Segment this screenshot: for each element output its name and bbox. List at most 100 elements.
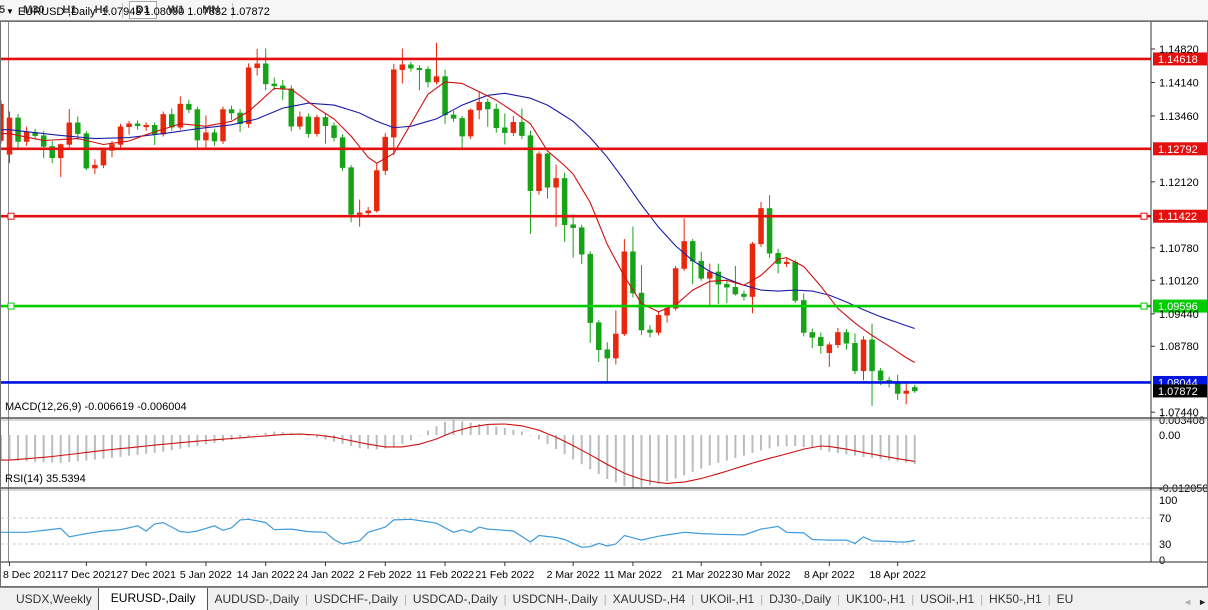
rsi-pane: 100 70 30 0 xyxy=(1,495,1177,567)
y-axis-label: 1.08780 xyxy=(1159,341,1199,353)
chart-tab-xauusd-h4[interactable]: XAUUSD-,H4 xyxy=(612,592,686,606)
line-handle[interactable] xyxy=(7,212,15,220)
chart-tab-usdcad-daily[interactable]: USDCAD-,Daily xyxy=(412,592,498,606)
candle-body xyxy=(373,170,380,212)
ma-slow-line xyxy=(1,92,915,330)
rsi-scale-label: 30 xyxy=(1159,539,1171,551)
price-line-label-box xyxy=(1153,299,1207,313)
price-chart-canvas[interactable]: 1.146181.127921.114221.095961.080441.078… xyxy=(1,22,1207,586)
candle-body xyxy=(416,67,423,71)
candle-body xyxy=(262,63,269,85)
candle-body xyxy=(391,69,397,138)
line-handle[interactable] xyxy=(1140,302,1148,310)
chart-tab-usdcnh-daily[interactable]: USDCNH-,Daily xyxy=(512,592,598,606)
toolbar-separator xyxy=(232,2,234,18)
macd-name: MACD(12,26,9) xyxy=(5,401,82,413)
candle-body xyxy=(852,343,858,372)
x-axis-label: 14 Jan 2022 xyxy=(237,569,295,581)
candle-body xyxy=(630,251,636,294)
chart-tab-usoil-h1[interactable]: USOil-,H1 xyxy=(920,592,975,606)
candle-body xyxy=(228,109,235,114)
toolbar-separator xyxy=(121,2,123,18)
candle-body xyxy=(724,283,730,288)
rsi-scale-label: 70 xyxy=(1159,513,1171,525)
timeframe-button-h1[interactable]: H1 xyxy=(62,4,77,16)
candle-body xyxy=(783,261,790,264)
candle-body xyxy=(348,167,354,215)
chart-tab-eurusd-daily[interactable]: EURUSD-,Daily xyxy=(97,588,209,610)
candle-body xyxy=(638,292,645,331)
candle-body xyxy=(732,286,739,295)
y-axis-label: 1.10780 xyxy=(1159,243,1199,255)
x-axis: 8 Dec 2021 17 Dec 2021 27 Dec 2021 5 Jan 20… xyxy=(3,562,926,581)
tab-separator: | xyxy=(837,594,840,606)
candle-body xyxy=(356,212,363,215)
tab-separator: | xyxy=(503,594,507,606)
candle-body xyxy=(672,268,679,309)
tab-scroll-right-icon[interactable]: ► xyxy=(1198,597,1207,607)
line-handle[interactable] xyxy=(7,302,15,310)
candle-body xyxy=(561,178,568,225)
x-axis-label: 27 Dec 2021 xyxy=(116,569,176,581)
x-axis-label: 21 Feb 2022 xyxy=(475,569,534,581)
y-axis-label: 1.12120 xyxy=(1159,177,1199,189)
candle-body xyxy=(621,251,628,335)
collapse-triangle-icon[interactable]: ▼ xyxy=(6,7,14,16)
chart-tab-audusd-daily[interactable]: AUDUSD-,Daily xyxy=(214,592,300,606)
candle-body xyxy=(305,116,312,134)
rsi-name: RSI(14) xyxy=(5,473,43,485)
candle-body xyxy=(143,125,149,128)
chart-tab-usdchf-daily[interactable]: USDCHF-,Daily xyxy=(314,592,399,606)
timeframe-button-mn[interactable]: MN xyxy=(202,4,220,16)
candle-body xyxy=(57,144,64,159)
y-axis: 1.14820 1.14140 1.13460 1.12120 1.10780 1.101… xyxy=(1151,44,1199,419)
chart-tab-hk50-h1[interactable]: HK50-,H1 xyxy=(989,592,1042,606)
candle-body xyxy=(66,122,73,145)
tab-separator: | xyxy=(603,594,607,606)
candle-body xyxy=(442,76,448,116)
macd-scale-label: 0.00 xyxy=(1159,430,1180,442)
tab-scroll-buttons: ◄ ► xyxy=(1179,597,1207,607)
candle-body xyxy=(826,344,833,353)
chart-tab-ukoil-h1[interactable]: UKOil-,H1 xyxy=(700,592,755,606)
timeframe-button-d1[interactable]: D1 xyxy=(128,1,157,19)
tab-separator: | xyxy=(760,594,764,606)
chart-tab-eu[interactable]: EU xyxy=(1056,592,1074,606)
candle-body xyxy=(527,135,534,191)
candle-body xyxy=(536,153,542,191)
candle-body xyxy=(587,253,593,323)
chart-tab-usdx-weekly[interactable]: USDX,Weekly xyxy=(16,592,92,606)
timeframe-button-w1[interactable]: W1 xyxy=(167,4,185,16)
candle-body xyxy=(655,314,662,333)
candle-body xyxy=(707,271,713,279)
chart-tab-bar: USDX,Weekly EURUSD-,Daily AUDUSD-,Daily | US… xyxy=(0,587,1208,610)
macd-pane: 0.003408 0.00 -0.012058 xyxy=(1,415,1207,495)
x-axis-label: 5 Jan 2022 xyxy=(180,569,232,581)
candle-body xyxy=(314,117,320,134)
candle-body xyxy=(604,349,611,359)
rsi-value: 35.5394 xyxy=(45,473,86,485)
candle-body xyxy=(134,123,141,127)
candle-body xyxy=(169,114,175,128)
candle-body xyxy=(365,210,371,214)
timeframe-button-5[interactable]: 5 xyxy=(0,4,6,16)
tab-scroll-left-icon[interactable]: ◄ xyxy=(1183,597,1193,607)
candle-body xyxy=(903,390,909,394)
rsi-indicator-label: RSI(14) 35.5394 xyxy=(5,473,86,485)
chart-tab-dj30-daily[interactable]: DJ30-,Daily xyxy=(769,592,832,606)
candle-body xyxy=(818,337,824,347)
chart-tab-uk100-h1[interactable]: UK100-,H1 xyxy=(845,592,906,606)
candle-body xyxy=(800,300,807,333)
candle-body xyxy=(126,123,132,128)
candle-body xyxy=(749,243,756,297)
candle-body xyxy=(297,116,303,127)
macd-scale-label: -0.012058 xyxy=(1159,483,1207,495)
candle-body xyxy=(1,103,4,141)
line-handle[interactable] xyxy=(1140,212,1148,220)
x-axis-label: 11 Mar 2022 xyxy=(604,569,662,581)
timeframe-button-h4[interactable]: H4 xyxy=(94,4,109,16)
timeframe-button-m30[interactable]: M30 xyxy=(23,4,45,16)
candle-body xyxy=(766,208,773,254)
current-price-label-box xyxy=(1153,384,1207,398)
